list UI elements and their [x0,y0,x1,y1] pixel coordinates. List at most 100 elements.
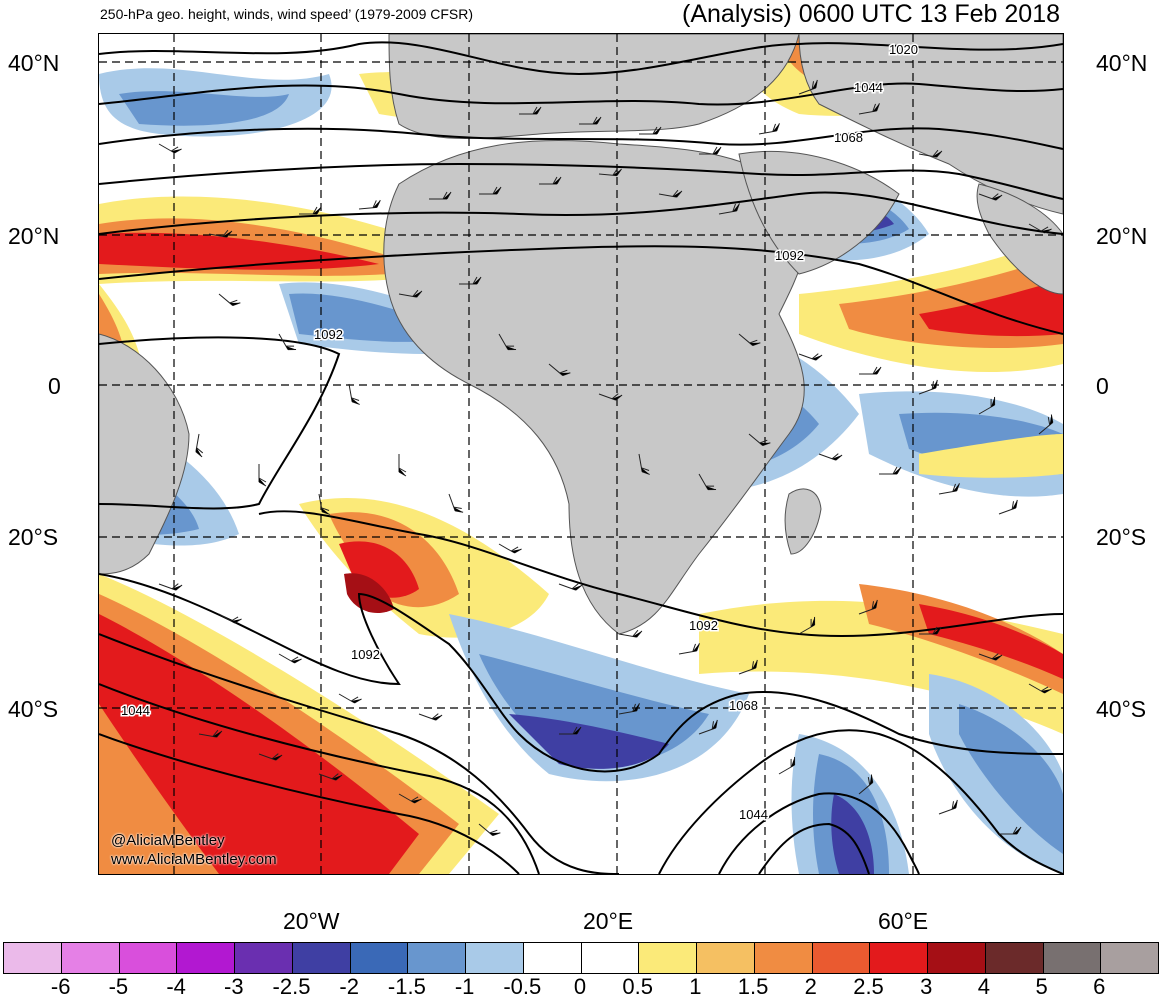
lat-label-right-40s: 40°S [1096,696,1147,722]
wind-barb-shaft [218,613,235,624]
wind-barb-flag [453,507,464,513]
wind-barb-flag [489,832,501,836]
wind-barb [798,616,816,635]
lat-label-right-20s: 20°S [1096,524,1147,550]
colorbar-tick-label: -6 [50,974,71,999]
wind-barb-feather [641,467,650,471]
wind-barb-flag [286,346,297,350]
lat-label-right-20n: 20°N [1096,223,1148,249]
colorbar-swatch [1043,943,1102,973]
colorbar-swatch [985,943,1044,973]
wind-barb [258,464,267,487]
wind-barb-feather [412,289,419,297]
wind-barb-feather [372,200,377,208]
wind-barb-feather [871,601,875,610]
wind-barb-feather [212,729,219,737]
wind-barb-flag [351,698,362,703]
wind-barb-flag [411,798,422,803]
colorbar-tick-label: 6 [1093,974,1106,999]
wind-barb-flag [933,627,941,634]
colorbar-swatch [639,943,697,973]
wind-barb-flag [992,194,1003,201]
wind-barb [539,176,562,185]
wind-barb-flag [749,342,761,346]
wind-barb-shaft [698,473,709,490]
wind-barb-feather [632,629,639,637]
wind-barb-flag [351,397,360,405]
land-mass [784,488,822,555]
colorbar-swatch [119,943,178,973]
wind-barb-flag [231,618,242,623]
wind-barb-feather [571,583,579,590]
wind-barb-feather [892,466,898,475]
wind-barb [459,276,482,285]
wind-barb-feather [234,618,242,624]
wind-barb [448,493,464,513]
chart-subtitle: 250-hPa geo. height, winds, wind speed’ … [100,6,474,22]
height-contour-line [99,683,540,874]
wind-barb-flag [791,756,795,767]
height-contour-line [658,729,1063,874]
wind-barb-feather [705,485,715,487]
wind-barb-feather [759,439,768,444]
wind-barb-flag [229,302,241,306]
wind-barb [358,199,381,210]
wind-barb [1028,223,1052,234]
wind-barb-flag [573,727,581,734]
wind-barb-feather [552,176,558,185]
height-contour-line [99,41,1063,76]
wind-barb-feather [932,626,938,635]
wind-barb-shaft [358,206,377,210]
map-panel: 1020 1044 1068 1092 1092 1092 1092 1044 … [98,33,1064,875]
wind-barb-feather [1040,686,1049,692]
colorbar-swatch [697,943,755,973]
wind-barb-shaft [258,753,277,761]
wind-barb-feather [1047,416,1051,426]
wind-barb-feather [991,193,999,200]
contour-label: 1092 [351,647,380,662]
wind-barb-feather [790,758,792,768]
wind-barb [198,729,223,738]
wind-barb [1038,414,1054,435]
lat-label-left-20s: 20°S [8,524,59,550]
height-contour-line [99,733,520,874]
wind-barb-feather [354,698,362,704]
wind-barb-flag [493,187,501,194]
wind-barb-shaft [758,130,777,135]
wind-barb-flag [612,168,622,176]
wind-barb-shaft [218,293,234,306]
wind-barb-feather [1011,501,1015,510]
colorbar-swatch [292,943,351,973]
wind-barb-flag [1049,414,1053,426]
wind-barb-flag [511,548,522,553]
colorbar-tick-label: -2 [339,974,359,999]
wind-barb-feather [196,447,204,454]
wind-barb [798,353,823,361]
wind-barb-flag [1041,688,1052,693]
height-contour-line [99,336,341,510]
wind-barb-shaft [858,782,874,795]
wind-barb-feather [672,189,679,197]
wind-barb-feather [572,726,578,735]
colorbar-tick-label: 0 [573,974,587,999]
wind-barb [158,583,183,591]
wind-barb-feather [935,379,938,388]
wind-barb-shaft [818,453,837,461]
wind-barb-flag [991,396,995,407]
wind-barb [299,206,322,215]
wind-barb-flag [443,192,451,199]
wind-barb [398,289,423,298]
wind-barb [558,583,583,591]
wind-barb-flag [952,799,958,810]
wind-barb [639,126,662,135]
wind-barb-shaft [678,650,697,655]
lon-label-20e: 20°E [583,908,634,934]
wind-barb-feather [932,149,939,157]
wind-barb-flag [259,478,266,486]
wind-barb [879,466,902,475]
lat-label-left-20n: 20°N [8,223,60,249]
lat-label-left-40s: 40°S [8,696,59,722]
height-contours [99,41,1063,874]
wind-barb-feather [532,106,538,115]
wind-barb [598,168,622,177]
